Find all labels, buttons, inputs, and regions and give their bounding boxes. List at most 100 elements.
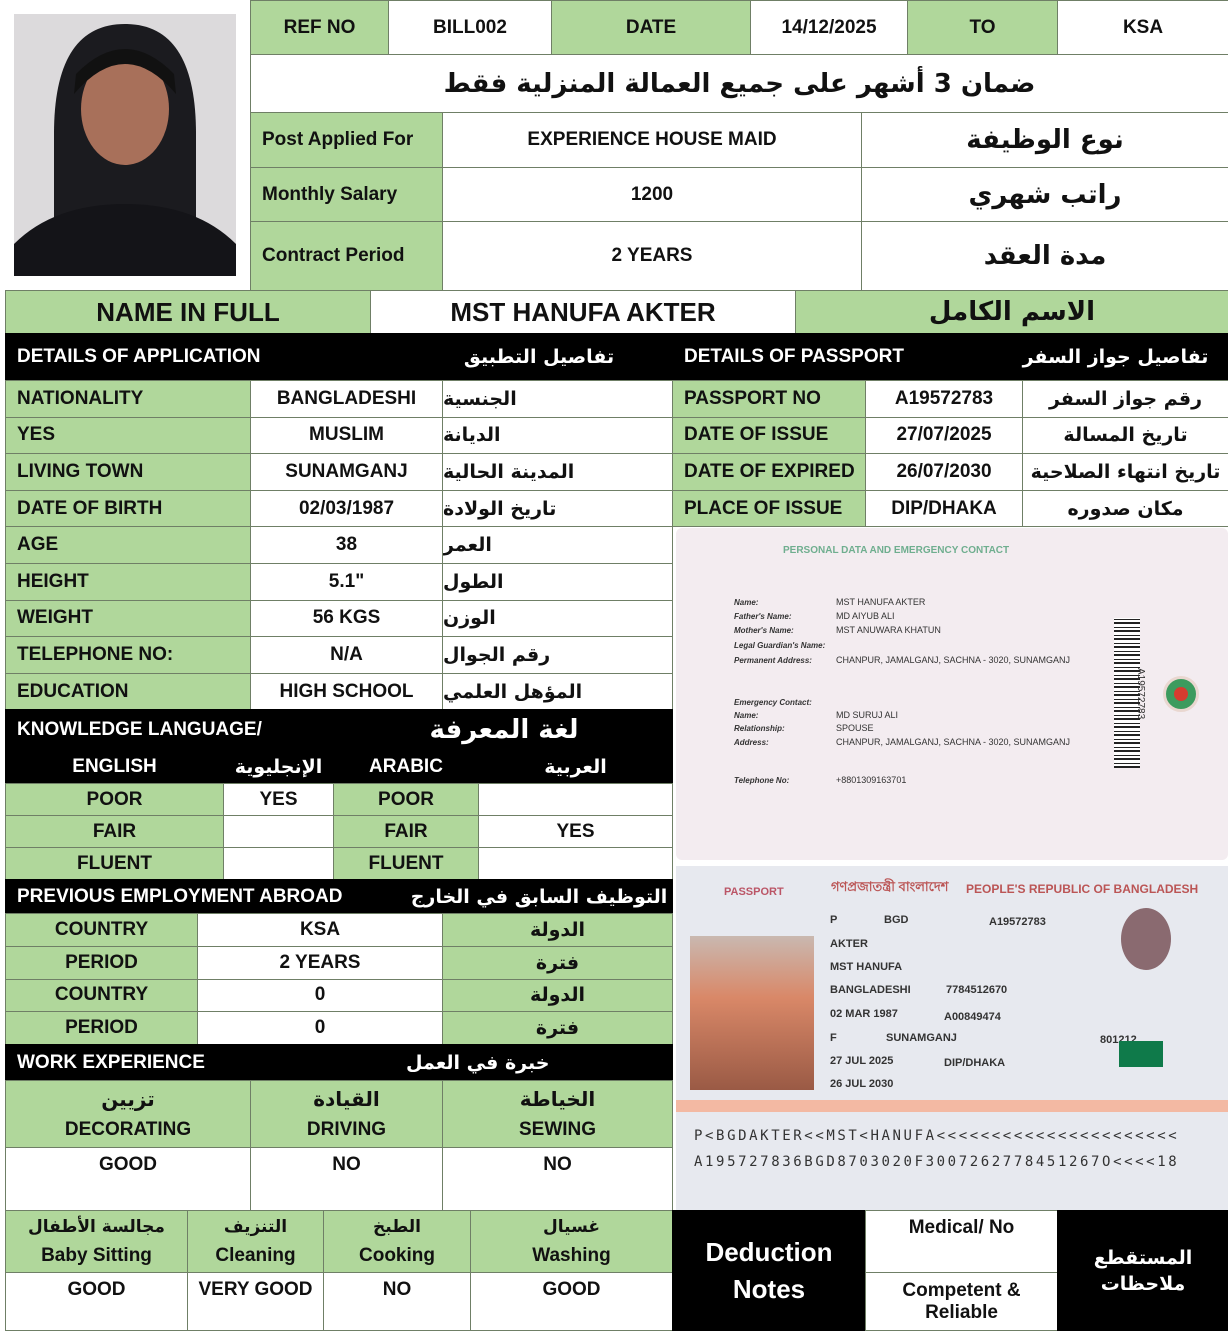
passport-label: DATE OF ISSUE (672, 416, 866, 455)
competent-cell: Competent & Reliable (865, 1272, 1058, 1331)
employment-value: 0 (197, 978, 443, 1013)
passport-field-label: Legal Guardian's Name: (734, 641, 826, 650)
passport-value: DIP/DHAKA (865, 489, 1023, 528)
mrz-line-2: A195727836BGD8703020F3007262778451267O<<… (694, 1154, 1180, 1170)
language-col-header: العربية (478, 750, 673, 784)
job-label-ar: راتب شهري (861, 167, 1228, 222)
application-label-ar: الجنسية (442, 380, 673, 418)
application-label: DATE OF BIRTH (5, 489, 251, 528)
language-arabic-cell (478, 847, 673, 880)
skill2-value-cell: GOOD (470, 1272, 673, 1331)
language-level_ar-cell: FAIR (333, 815, 479, 848)
sex: F (830, 1032, 837, 1044)
skill-value-cell: NO (250, 1147, 443, 1211)
passport-label-ar: رقم جواز السفر (1022, 380, 1228, 418)
bangladesh-emblem-icon (1163, 676, 1199, 712)
employment-label: PERIOD (5, 1011, 198, 1045)
expiry-date: 26 JUL 2030 (830, 1078, 894, 1090)
deduction-notes: Deduction Notes (672, 1210, 866, 1331)
language-level-cell: FLUENT (5, 847, 224, 880)
deduction-label-line2: Notes (732, 1273, 806, 1304)
passport-field-label: Name: (734, 598, 759, 607)
passport-value: A19572783 (865, 380, 1023, 418)
country-name-en: PEOPLE'S REPUBLIC OF BANGLADESH (966, 882, 1199, 896)
passport-scan: PERSONAL DATA AND EMERGENCY CONTACT Name… (676, 528, 1228, 1210)
to-value: KSA (1057, 0, 1228, 55)
skill-header-cell: الخياطة SEWING (442, 1080, 673, 1148)
passport-personal-data-page: PERSONAL DATA AND EMERGENCY CONTACT Name… (676, 528, 1228, 860)
deduction-label-line1: Deduction (705, 1236, 833, 1267)
deduction-ar: المستقطع ملاحظات (1057, 1210, 1228, 1331)
guarantee-title: ضمان 3 أشهر على جميع العمالة المنزلية فق… (250, 54, 1228, 113)
job-label: Contract Period (250, 221, 443, 291)
passport-label: DATE OF EXPIRED (672, 453, 866, 491)
language-col-header: ENGLISH (5, 750, 224, 784)
passport-label: PASSPORT NO (672, 380, 866, 418)
employment-label-ar: الدولة (442, 913, 673, 947)
job-label: Post Applied For (250, 112, 443, 168)
skill2-value-cell: GOOD (5, 1272, 188, 1331)
employment-header: PREVIOUS EMPLOYMENT ABROAD (5, 879, 406, 914)
application-label-ar: العمر (442, 526, 673, 564)
employment-value: KSA (197, 913, 443, 947)
application-label: WEIGHT (5, 599, 251, 638)
date-of-birth: 02 MAR 1987 (830, 1008, 898, 1020)
passport-type: P (830, 914, 838, 926)
skill2-value-cell: VERY GOOD (187, 1272, 324, 1331)
passport-label: PLACE OF ISSUE (672, 489, 866, 528)
job-value: 2 YEARS (442, 221, 862, 291)
application-label-ar: تاريخ الولادة (442, 489, 673, 528)
issuing-authority: DIP/DHAKA (944, 1057, 1006, 1069)
application-label: AGE (5, 526, 251, 564)
date-value: 14/12/2025 (750, 0, 908, 55)
skill-value: NO (332, 1154, 361, 1175)
passport-field-value: MD SURUJ ALI (836, 710, 899, 720)
passport-field-label: Permanent Address: (734, 656, 812, 665)
application-value: 56 KGS (250, 599, 443, 638)
skill2-header-cell: الطبخ Cooking (323, 1210, 471, 1273)
passport-field-value: MST ANUWARA KHATUN (836, 625, 941, 635)
passport-field-value: CHANPUR, JAMALGANJ, SACHNA - 3020, SUNAM… (836, 655, 1071, 665)
application-label-ar: المؤهل العلمي (442, 672, 673, 711)
skill2-value-cell: NO (323, 1272, 471, 1331)
language-col-header: ARABIC (333, 750, 479, 784)
passport-header: DETAILS OF PASSPORT (672, 333, 1003, 381)
job-label-ar: مدة العقد (861, 221, 1228, 291)
date-label: DATE (551, 0, 751, 55)
skill2-label-ar: مجالسة الأطفال (28, 1217, 165, 1237)
to-label: TO (907, 0, 1058, 55)
skill-value: GOOD (98, 1154, 158, 1175)
passport-field-label: Telephone No: (734, 776, 790, 785)
application-header-ar: تفاصيل التطبيق (405, 333, 673, 381)
skill-value: NO (543, 1154, 572, 1175)
application-label-ar: الوزن (442, 599, 673, 638)
skill2-label: Baby Sitting (41, 1245, 152, 1266)
skill-label: SEWING (518, 1119, 597, 1140)
work-header-ar: خبرة في العمل (405, 1044, 673, 1081)
passport-value: 26/07/2030 (865, 453, 1023, 491)
skill2-label-ar: غسيال (543, 1217, 600, 1237)
passport-photo-icon (690, 936, 814, 1090)
applicant-photo (14, 14, 236, 276)
skill-label: DECORATING (64, 1119, 192, 1140)
surname: AKTER (830, 938, 868, 950)
skill-label: DRIVING (306, 1119, 387, 1140)
language-english-cell (223, 815, 334, 848)
employment-label: COUNTRY (5, 913, 198, 947)
job-value: 1200 (442, 167, 862, 222)
application-value: 38 (250, 526, 443, 564)
person-photo-icon (14, 14, 236, 276)
employment-value: 0 (197, 1011, 443, 1045)
given-name: MST HANUFA (830, 961, 903, 973)
skill2-header-cell: مجالسة الأطفال Baby Sitting (5, 1210, 188, 1273)
application-label: TELEPHONE NO: (5, 636, 251, 674)
passport-header-ar: تفاصيل جواز السفر (1002, 333, 1228, 381)
deduction-ar-line2: ملاحظات (1100, 1272, 1186, 1295)
place-of-birth: SUNAMGANJ (886, 1032, 957, 1044)
employment-label-ar: فترة (442, 945, 673, 980)
application-value: HIGH SCHOOL (250, 672, 443, 711)
name-label-ar: الاسم الكامل (795, 290, 1228, 334)
job-value: EXPERIENCE HOUSE MAID (442, 112, 862, 168)
application-label-ar: الديانة (442, 416, 673, 455)
personal-number: 7784512670 (946, 984, 1008, 996)
